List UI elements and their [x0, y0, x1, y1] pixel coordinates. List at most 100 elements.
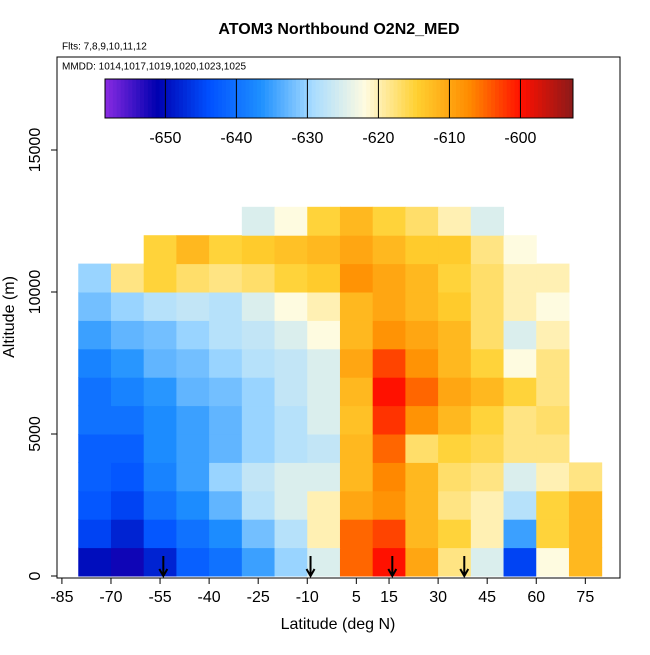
colorbar-swatch — [210, 79, 215, 118]
colorbar-swatch — [557, 79, 562, 118]
colorbar-swatch — [120, 79, 125, 118]
heat-cell — [438, 377, 472, 407]
heat-cell — [405, 348, 439, 378]
heat-cell — [241, 519, 276, 549]
heat-cell — [372, 519, 406, 549]
colorbar-swatch — [339, 79, 344, 118]
heat-cell — [209, 519, 243, 549]
colorbar-swatch — [362, 79, 367, 118]
heat-cell — [78, 462, 112, 492]
heat-cell — [274, 434, 308, 463]
heat-cell — [372, 206, 406, 236]
heat-cell — [274, 206, 308, 236]
heat-cell — [438, 348, 472, 378]
heat-cell — [438, 462, 472, 492]
heat-cell — [241, 206, 276, 236]
heat-cell — [405, 462, 439, 492]
heat-cell — [568, 547, 603, 577]
heat-cell — [78, 547, 112, 577]
heat-cell — [241, 434, 276, 463]
heat-cell — [503, 263, 537, 293]
y-tick-label: 5000 — [27, 416, 44, 452]
heat-cell — [176, 263, 210, 293]
heat-cell — [241, 292, 276, 321]
colorbar-swatch — [526, 79, 531, 118]
heat-cell — [372, 377, 406, 407]
heat-cell — [503, 348, 537, 378]
colorbar-swatch — [198, 79, 203, 118]
heat-cell — [470, 235, 505, 265]
colorbar-swatch — [108, 79, 114, 118]
heat-cell — [307, 377, 341, 407]
heat-cell — [110, 263, 145, 293]
colorbar-swatch — [331, 79, 336, 118]
heat-cell — [274, 547, 308, 577]
heat-cell — [110, 320, 145, 350]
heat-cell — [372, 348, 406, 378]
colorbar-tick-label: -630 — [291, 130, 323, 147]
colorbar-swatch — [424, 79, 430, 118]
heat-cell — [339, 206, 374, 236]
heat-cell — [274, 377, 308, 407]
heat-cell — [143, 405, 177, 435]
heat-cell — [307, 206, 341, 236]
heat-cell — [241, 547, 276, 577]
subtitle: Flts: 7,8,9,10,11,12 — [62, 42, 147, 53]
x-tick-label: -25 — [247, 589, 270, 606]
heat-cell — [176, 434, 210, 463]
colorbar-swatch — [459, 79, 465, 118]
heat-cell — [536, 292, 570, 321]
colorbar-swatch — [276, 79, 281, 118]
colorbar-swatch — [257, 79, 262, 118]
y-tick-label: 15000 — [27, 128, 44, 173]
heat-cell — [307, 405, 341, 435]
colorbar-swatch — [374, 79, 379, 118]
x-tick-label: -70 — [99, 589, 122, 606]
colorbar-swatch — [358, 79, 363, 118]
heat-cell — [536, 405, 570, 435]
heat-cell — [470, 292, 505, 321]
heat-cell — [143, 348, 177, 378]
heat-cell — [438, 206, 472, 236]
heat-cell — [143, 462, 177, 492]
heat-cell — [176, 519, 210, 549]
colorbar-swatch — [116, 79, 122, 118]
heat-cell — [176, 320, 210, 350]
colorbar-swatch — [190, 79, 196, 118]
y-tick-label: 10000 — [27, 270, 44, 315]
heat-cell — [339, 320, 374, 350]
heat-cell — [438, 263, 472, 293]
heat-cell — [470, 462, 505, 492]
heat-cell — [372, 434, 406, 463]
heat-cell — [339, 405, 374, 435]
heat-cell — [372, 462, 406, 492]
heat-cell — [143, 320, 177, 350]
colorbar-tick-label: -610 — [433, 130, 465, 147]
colorbar-swatch — [264, 79, 270, 118]
colorbar-swatch — [167, 79, 172, 118]
heat-cell — [536, 434, 570, 463]
x-tick-label: -40 — [198, 589, 221, 606]
heat-cell — [241, 235, 276, 265]
colorbar-swatch — [537, 79, 543, 118]
heat-cell — [339, 263, 374, 293]
colorbar-swatch — [436, 79, 441, 118]
colorbar-swatch — [510, 79, 515, 118]
colorbar-swatch — [311, 79, 317, 118]
heat-cell — [503, 235, 537, 265]
colorbar-swatch — [147, 79, 153, 118]
heat-cell — [339, 462, 374, 492]
colorbar-swatch — [483, 79, 488, 118]
heat-cell — [372, 292, 406, 321]
heat-cell — [503, 490, 537, 520]
heat-cell — [110, 377, 145, 407]
heat-cell — [176, 235, 210, 265]
heat-cell — [78, 377, 112, 407]
heat-cell — [372, 235, 406, 265]
heat-cell — [536, 263, 570, 293]
x-tick-label: 15 — [380, 589, 398, 606]
heat-cell — [339, 434, 374, 463]
colorbar-swatch — [541, 79, 547, 118]
heat-cell — [78, 519, 112, 549]
